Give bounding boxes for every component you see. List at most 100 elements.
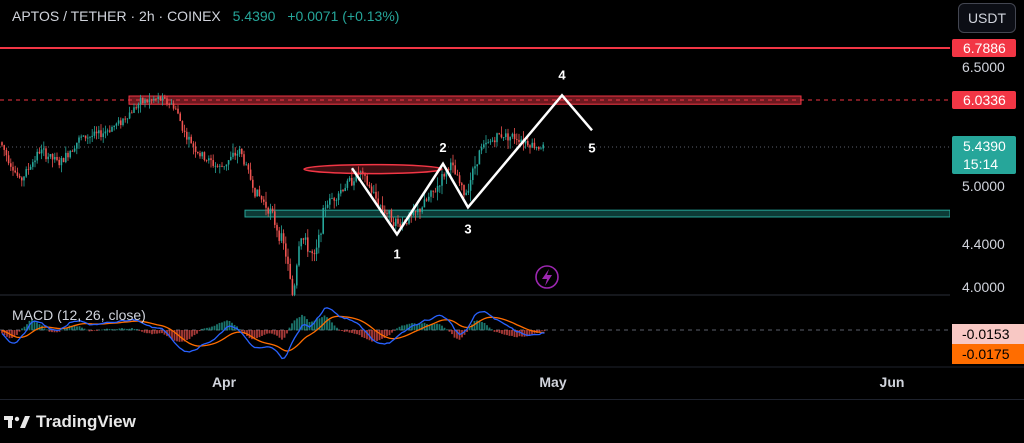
macd-histogram-bar (223, 321, 226, 331)
candle-body (166, 98, 168, 105)
candle-body (269, 208, 272, 214)
candle-body (351, 177, 353, 186)
candle-body (14, 170, 16, 173)
candle-body (531, 142, 533, 148)
candle-body (282, 233, 285, 244)
macd-histogram-bar (131, 327, 133, 331)
macd-histogram-bar (361, 330, 363, 338)
candle-body (157, 96, 159, 100)
macd-histogram-bar (61, 329, 63, 331)
candle-body (390, 209, 393, 223)
candle-body (337, 193, 340, 201)
candle-body (489, 141, 492, 143)
candle-body (447, 168, 450, 171)
candle-body (494, 140, 496, 143)
macd-histogram-bar (496, 330, 498, 333)
macd-histogram-bar (13, 330, 16, 337)
candle-body (480, 147, 483, 151)
brand-name: TradingView (36, 411, 136, 431)
y-tick-label: 4.0000 (962, 279, 1005, 295)
wave-label-1: 1 (393, 246, 400, 261)
candle-body (311, 251, 313, 254)
candle-body (135, 107, 137, 109)
candle-body (43, 148, 45, 150)
candle-body (223, 166, 225, 168)
candle-body (192, 143, 195, 147)
candle-body (27, 169, 30, 170)
macd-histogram-bar (153, 330, 156, 334)
candle-body (210, 158, 212, 161)
tradingview-logo[interactable]: TradingView (4, 412, 136, 432)
candle-body (131, 112, 133, 114)
candle-body (392, 222, 395, 226)
candle-body (199, 153, 201, 157)
macd-histogram-bar (121, 328, 123, 331)
macd-histogram-bar (508, 330, 511, 336)
macd-histogram-bar (123, 328, 126, 331)
macd-histogram-bar (186, 330, 188, 340)
candle-body (485, 142, 487, 145)
macd-histogram-bar (201, 328, 203, 331)
macd-histogram-bar (203, 328, 206, 331)
macd-histogram-bar (356, 330, 358, 335)
candle-body (45, 148, 47, 160)
macd-histogram-bar (163, 330, 166, 335)
footer-bar: TradingView (0, 399, 1024, 443)
candle-body (344, 187, 346, 192)
chart-area[interactable]: 1 2 3 4 5 6.5000 5.0000 4.4000 4.0000 6.7886 6.03… (0, 0, 1024, 399)
candle-body (333, 198, 335, 201)
macd-histogram-bar (401, 325, 403, 331)
macd-histogram-bar (363, 330, 366, 338)
candle-body (315, 247, 318, 255)
candle-body (410, 214, 412, 216)
candle-body (1, 142, 3, 146)
macd-histogram-bar (258, 330, 261, 338)
macd-histogram-bar (111, 329, 113, 331)
candle-body (104, 131, 107, 134)
currency-button[interactable]: USDT (958, 3, 1016, 33)
macd-histogram-bar (301, 314, 303, 331)
macd-histogram-bar (421, 323, 423, 331)
resistance-zone-line-tag (952, 91, 1016, 109)
candle-body (183, 130, 186, 132)
macd-histogram-bar (443, 327, 446, 331)
wave-path (350, 93, 593, 237)
candle-body (395, 218, 397, 226)
candle-body (353, 181, 355, 186)
macd-histogram-bar (333, 325, 336, 331)
macd-histogram-bar (226, 320, 228, 331)
time-axis[interactable]: Apr May Jun (0, 366, 1024, 390)
symbol-legend[interactable]: APTOS / TETHER · 2h · COINEX 5.4390 +0.0… (12, 8, 399, 24)
tradingview-logo-icon (4, 415, 30, 428)
candles (1, 92, 544, 297)
macd-histogram-bar (68, 325, 71, 331)
macd-histogram-bar (206, 327, 208, 331)
macd-histogram-bar (151, 330, 153, 335)
candle-body (168, 104, 170, 105)
candle-body (214, 165, 217, 167)
macd-histogram-bar (266, 330, 268, 334)
candle-body (69, 151, 71, 158)
candle-body (164, 97, 166, 99)
candle-body (463, 185, 465, 196)
macd-histogram-bar (441, 325, 443, 331)
macd-histogram-bar (406, 324, 408, 331)
macd-histogram-bar (448, 330, 451, 332)
candle-body (502, 137, 505, 138)
candle-body (243, 154, 245, 165)
macd-histogram-bar (103, 329, 106, 331)
macd-histogram-bar (373, 330, 376, 342)
price-plot[interactable] (0, 47, 1024, 297)
macd-histogram-bar (351, 330, 353, 333)
macd-pane[interactable]: -0.0153 -0.0175 (0, 296, 1024, 366)
macd-histogram-bar (516, 330, 518, 338)
macd-histogram-bar (116, 329, 118, 331)
macd-histogram-bar (336, 327, 338, 331)
candle-body (260, 195, 263, 200)
candle-body (62, 158, 65, 163)
macd-histogram-bar (48, 330, 51, 332)
macd-histogram-bar (138, 330, 141, 331)
candle-body (324, 207, 327, 209)
candle-body (542, 144, 544, 149)
candle-body (208, 158, 210, 161)
